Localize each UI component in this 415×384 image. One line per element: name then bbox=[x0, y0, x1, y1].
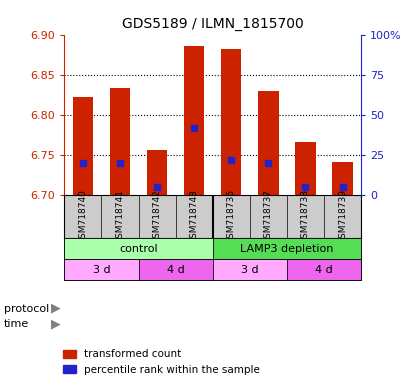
Bar bbox=[221, 49, 242, 195]
Bar bbox=[213, 259, 287, 280]
Bar bbox=[184, 46, 204, 195]
Text: GSM718743: GSM718743 bbox=[190, 189, 199, 244]
Text: GSM718736: GSM718736 bbox=[227, 189, 236, 244]
Text: control: control bbox=[119, 244, 158, 254]
Bar bbox=[213, 238, 361, 259]
Text: time: time bbox=[4, 319, 29, 329]
Text: 3 d: 3 d bbox=[93, 265, 110, 275]
Text: GSM718738: GSM718738 bbox=[301, 189, 310, 244]
Text: ▶: ▶ bbox=[51, 302, 61, 315]
Text: 4 d: 4 d bbox=[167, 265, 185, 275]
Text: protocol: protocol bbox=[4, 304, 49, 314]
Bar bbox=[295, 142, 316, 195]
Text: 3 d: 3 d bbox=[241, 265, 259, 275]
Bar bbox=[64, 259, 139, 280]
Text: ▶: ▶ bbox=[51, 317, 61, 330]
Bar bbox=[139, 259, 213, 280]
Bar bbox=[258, 91, 278, 195]
Bar bbox=[147, 151, 167, 195]
Text: GSM718742: GSM718742 bbox=[153, 189, 161, 244]
Text: GSM718741: GSM718741 bbox=[115, 189, 124, 244]
Bar bbox=[287, 259, 361, 280]
Bar bbox=[73, 97, 93, 195]
Title: GDS5189 / ILMN_1815700: GDS5189 / ILMN_1815700 bbox=[122, 17, 303, 31]
Bar bbox=[332, 162, 353, 195]
Text: GSM718739: GSM718739 bbox=[338, 189, 347, 244]
Bar bbox=[64, 238, 213, 259]
Text: GSM718740: GSM718740 bbox=[78, 189, 88, 244]
Bar bbox=[110, 88, 130, 195]
Legend: transformed count, percentile rank within the sample: transformed count, percentile rank withi… bbox=[59, 345, 264, 379]
Text: LAMP3 depletion: LAMP3 depletion bbox=[240, 244, 334, 254]
Text: GSM718737: GSM718737 bbox=[264, 189, 273, 244]
Text: 4 d: 4 d bbox=[315, 265, 333, 275]
